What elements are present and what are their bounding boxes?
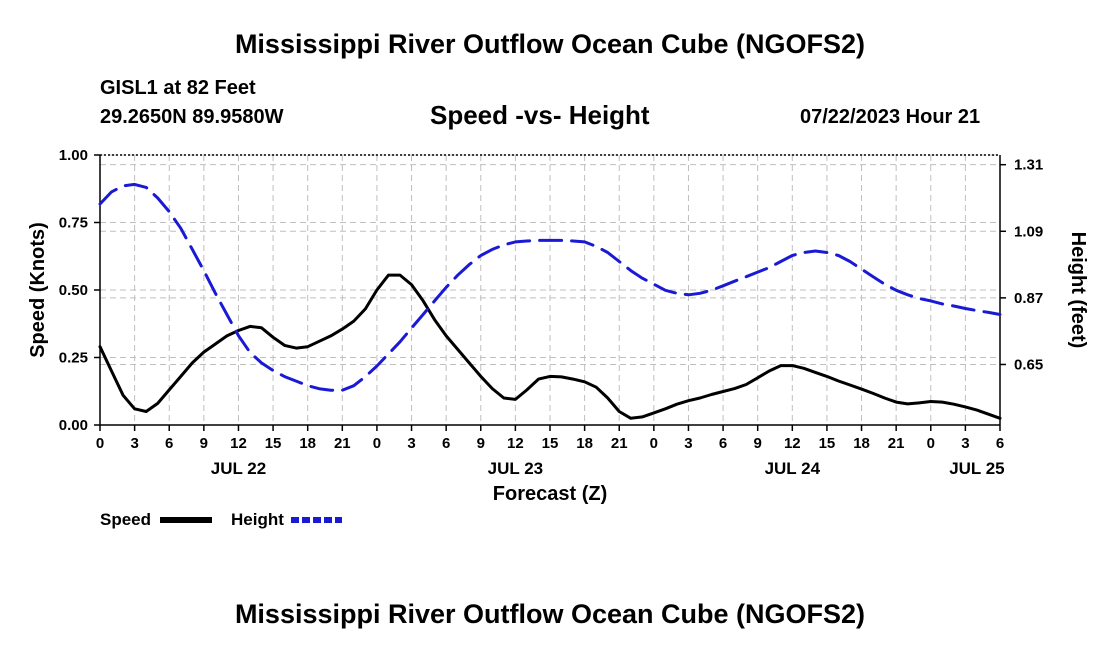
x-tick-label: 9 — [754, 435, 762, 452]
date-label: JUL 25 — [949, 459, 1004, 478]
chart-title: Mississippi River Outflow Ocean Cube (NG… — [234, 29, 866, 59]
x-tick-label: 0 — [927, 435, 935, 452]
x-tick-label: 9 — [477, 435, 485, 452]
legend-speed-label: Speed — [100, 510, 151, 529]
x-tick-label: 12 — [230, 435, 247, 452]
forecast-datetime: 07/22/2023 Hour 21 — [800, 106, 981, 128]
x-tick-label: 18 — [576, 435, 593, 452]
speed-series-line — [98, 273, 1002, 420]
x-tick-label: 21 — [611, 435, 628, 452]
y-tick-label: 1.00 — [59, 147, 88, 164]
x-tick-label: 12 — [507, 435, 524, 452]
y-tick-label: 0.25 — [59, 350, 88, 367]
date-label: JUL 22 — [211, 459, 266, 478]
y2-tick-label: 0.87 — [1014, 290, 1043, 307]
y2-tick-label: 0.65 — [1014, 356, 1043, 373]
x-tick-label: 0 — [96, 435, 104, 452]
x-tick-label: 6 — [442, 435, 450, 452]
y-axis-title: Speed (Knots) — [27, 222, 49, 358]
x-tick-label: 21 — [888, 435, 905, 452]
chart-title-repeat: Mississippi River Outflow Ocean Cube (NG… — [234, 599, 866, 629]
x-tick-label: 9 — [200, 435, 208, 452]
x-tick-label: 3 — [130, 435, 138, 452]
y-tick-label: 0.00 — [59, 417, 88, 434]
chart-subtitle: Speed -vs- Height — [430, 100, 650, 130]
x-tick-label: 18 — [299, 435, 316, 452]
x-tick-label: 15 — [542, 435, 559, 452]
station-label: GISL1 at 82 Feet — [100, 77, 256, 99]
legend-height-label: Height — [231, 510, 284, 529]
date-label: JUL 23 — [488, 459, 543, 478]
x-tick-label: 6 — [719, 435, 727, 452]
x-axis-title: Forecast (Z) — [493, 483, 607, 505]
x-tick-label: 12 — [784, 435, 801, 452]
coordinates-label: 29.2650N 89.9580W — [100, 106, 284, 128]
y2-tick-label: 1.31 — [1014, 157, 1043, 174]
y-tick-label: 0.50 — [59, 282, 88, 299]
x-tick-label: 3 — [684, 435, 692, 452]
x-tick-label: 18 — [853, 435, 870, 452]
x-tick-label: 0 — [373, 435, 381, 452]
height-series-line — [98, 182, 1002, 392]
date-label: JUL 24 — [765, 459, 821, 478]
x-tick-label: 3 — [961, 435, 969, 452]
x-tick-label: 21 — [334, 435, 351, 452]
y2-tick-label: 1.09 — [1014, 223, 1043, 240]
x-tick-label: 6 — [996, 435, 1004, 452]
x-tick-label: 0 — [650, 435, 658, 452]
x-tick-label: 15 — [819, 435, 836, 452]
y-tick-label: 0.75 — [59, 215, 88, 232]
x-tick-label: 6 — [165, 435, 173, 452]
x-tick-label: 15 — [265, 435, 282, 452]
x-tick-label: 3 — [407, 435, 415, 452]
y2-axis-title: Height (feet) — [1067, 232, 1089, 349]
